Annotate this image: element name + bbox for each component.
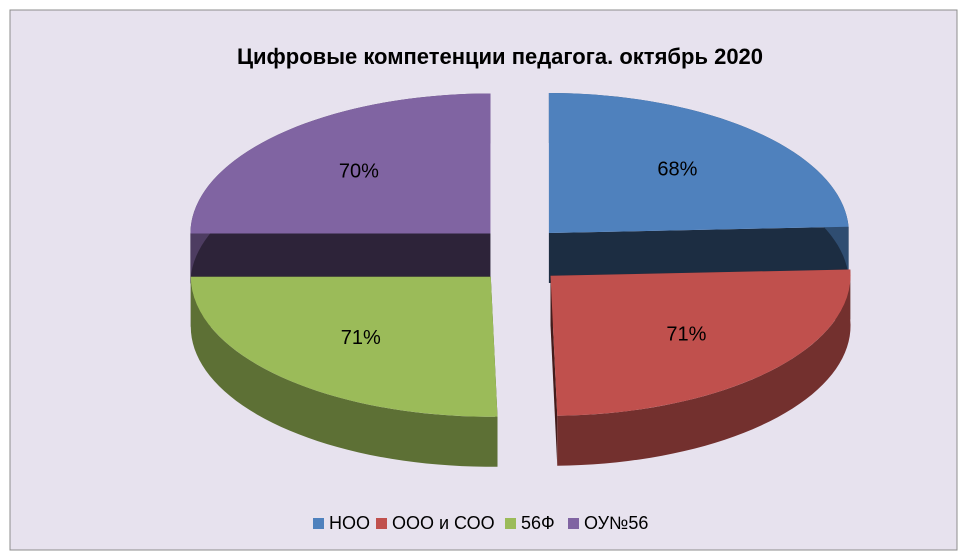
slice: 70% (190, 93, 491, 284)
slice: 71% (190, 276, 498, 467)
data-label: 68% (657, 159, 697, 181)
slice: 68% (548, 93, 849, 284)
legend-swatch (313, 518, 324, 529)
data-label: 71% (341, 327, 381, 349)
legend-label: НОО (329, 513, 370, 533)
legend-swatch (505, 518, 516, 529)
slice-top (548, 93, 849, 234)
slice-side (190, 276, 498, 467)
legend-swatch (568, 518, 579, 529)
legend-label: ОУ№56 (584, 513, 648, 533)
slice-side (548, 226, 849, 284)
chart-title: Цифровые компетенции педагога. октябрь 2… (237, 44, 763, 69)
slice-side (557, 269, 851, 466)
data-label: 70% (339, 160, 379, 182)
legend-label: ООО и СОО (392, 513, 495, 533)
legend-label: 56Ф (521, 513, 555, 533)
slice: 71% (550, 269, 851, 466)
data-label: 71% (666, 323, 706, 345)
slice-top (190, 93, 491, 234)
slice-top (190, 276, 498, 417)
slice-side (550, 275, 558, 466)
slice-top (550, 269, 851, 416)
legend-swatch (376, 518, 387, 529)
slice-side (190, 233, 491, 284)
